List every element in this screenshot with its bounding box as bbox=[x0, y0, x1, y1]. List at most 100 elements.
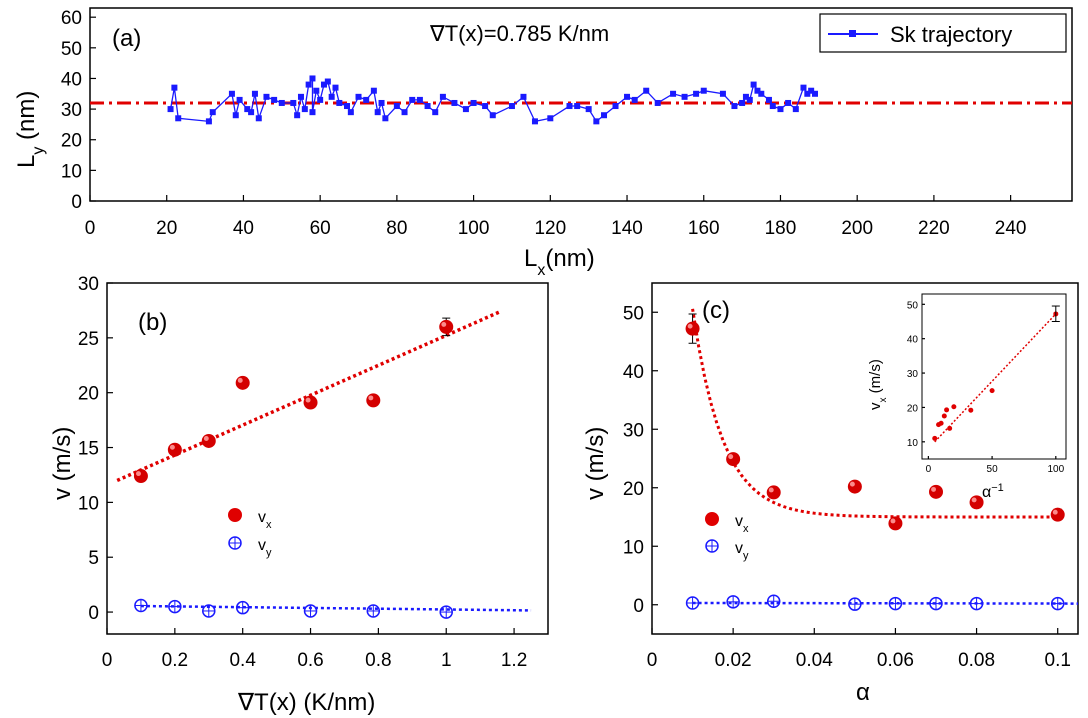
panel-b-y-tick-label: 25 bbox=[78, 329, 99, 350]
panel-b-legend-vy-sub: y bbox=[266, 547, 272, 559]
panel-b-vx-point-highlight bbox=[237, 377, 243, 383]
panel-b-x-tick-label: 1.2 bbox=[501, 650, 527, 671]
panel-c-fits bbox=[691, 308, 1079, 605]
panel-a-ylabel-sub: y bbox=[30, 147, 47, 155]
panel-a-trajectory-point bbox=[742, 93, 749, 100]
panel-c-y-tick-label: 20 bbox=[623, 479, 644, 500]
panel-a-trajectory-point bbox=[393, 103, 400, 110]
panel-b-vy-point bbox=[235, 600, 250, 615]
panel-a-trajectory-point bbox=[800, 84, 807, 91]
panel-a-trajectory-point bbox=[731, 103, 738, 110]
inset-point bbox=[989, 388, 995, 394]
panel-c-vx-point bbox=[847, 479, 862, 494]
panel-a-trajectory-point bbox=[601, 112, 608, 119]
panel-a-trajectory-point bbox=[347, 109, 354, 116]
panel-a-x-tick-label: 60 bbox=[310, 218, 331, 239]
panel-a-trajectory-point bbox=[508, 103, 515, 110]
panel-a-trajectory-point bbox=[332, 84, 339, 91]
inset-point bbox=[936, 422, 942, 428]
inset-y-tick-label: 50 bbox=[907, 300, 919, 311]
panel-b-x-tick-label: 0.2 bbox=[162, 650, 188, 671]
inset-x-tick-label: 50 bbox=[987, 464, 999, 475]
panel-a-trajectory-point bbox=[290, 99, 297, 106]
panel-a-x-tick-label: 80 bbox=[386, 218, 407, 239]
panel-a-trajectory-point bbox=[205, 118, 212, 125]
panel-c-vx-point-highlight bbox=[971, 497, 977, 503]
panel-a-trajectory-point bbox=[750, 81, 757, 88]
inset-y-tick-label: 10 bbox=[907, 438, 919, 449]
inset-fit bbox=[934, 313, 1057, 443]
inset-point bbox=[941, 413, 947, 419]
panel-c-frame bbox=[651, 282, 1079, 635]
panel-a-trajectory-point bbox=[811, 90, 818, 97]
panel-b-vx-point-highlight bbox=[136, 471, 141, 477]
inset-point bbox=[951, 404, 957, 410]
panel-c-vy-fit-line bbox=[692, 601, 1079, 605]
panel-a-trajectory-point bbox=[294, 112, 301, 119]
panel-c-vx-fit-curve bbox=[691, 308, 1058, 519]
panel-a-trajectory-point bbox=[167, 106, 174, 113]
panel-c-x-tick-label: 0.08 bbox=[958, 650, 995, 671]
panel-a-trajectory-point bbox=[328, 93, 335, 100]
panel-b-series bbox=[133, 317, 454, 619]
panel-a-y-tick-label: 10 bbox=[61, 161, 82, 182]
panel-a-x-tick-label: 120 bbox=[534, 218, 566, 239]
panel-a-trajectory-point bbox=[336, 99, 343, 106]
panel-a-trajectory-point bbox=[344, 103, 351, 110]
panel-a-trajectory-point bbox=[248, 109, 255, 116]
panel-a-x-tick-label: 200 bbox=[841, 218, 873, 239]
panel-c-vx-point-highlight bbox=[931, 486, 936, 492]
panel-a-trajectory-point bbox=[739, 99, 746, 106]
panel-a-trajectory-point bbox=[175, 115, 182, 122]
panel-a-trajectory-point bbox=[324, 78, 331, 85]
panel-a-trajectory-point bbox=[378, 99, 385, 106]
panel-a-trajectory-point bbox=[520, 93, 527, 100]
panel-a-x-tick-label: 180 bbox=[765, 218, 797, 239]
panel-a-trajectory-point bbox=[355, 93, 362, 100]
panel-c-vx-point bbox=[766, 485, 781, 500]
panel-c-legend-vx-main: v bbox=[735, 513, 743, 530]
panel-a-x-tick-label: 220 bbox=[918, 218, 950, 239]
panel-c-vy-point bbox=[726, 595, 740, 609]
panel-a-trajectory-point bbox=[301, 106, 308, 113]
panel-a-y-tick-label: 20 bbox=[61, 131, 82, 152]
panel-a-trajectory-point bbox=[255, 115, 262, 122]
panel-a-x-tick-label: 240 bbox=[995, 218, 1027, 239]
panel-b-vy-point bbox=[366, 604, 381, 618]
inset-y-tick-label: 40 bbox=[907, 335, 919, 346]
panel-b-y-tick-label: 5 bbox=[88, 548, 99, 569]
panel-c-legend: vx vy bbox=[705, 512, 749, 562]
panel-a-x-tick-label: 160 bbox=[688, 218, 720, 239]
panel-c-vx-point-body bbox=[1050, 507, 1065, 522]
panel-c-vx-point-highlight bbox=[849, 481, 855, 487]
panel-a-trajectory-point bbox=[719, 90, 726, 97]
panel-b-fits bbox=[116, 309, 532, 612]
inset-xlabel: α−1 bbox=[982, 482, 1004, 501]
panel-b-vx-point bbox=[167, 442, 182, 457]
panel-a-trajectory-point bbox=[643, 87, 650, 94]
panel-a-trajectory-point bbox=[531, 118, 538, 125]
panel-a-trajectory-point bbox=[251, 90, 258, 97]
panel-b-x-tick-label: 1 bbox=[441, 650, 452, 671]
panel-c-legend-vy-sub: y bbox=[743, 550, 749, 562]
panel-a-trajectory-point bbox=[451, 99, 458, 106]
panel-b-vx-point bbox=[201, 433, 216, 448]
panel-a-y-tick-label: 30 bbox=[61, 100, 82, 121]
panel-a-trajectory-point bbox=[681, 93, 688, 100]
panel-a-trajectory-point bbox=[439, 93, 446, 100]
inset-ylabel: vx (m/s) bbox=[867, 359, 889, 410]
panel-a-ylabel-main: L bbox=[13, 155, 40, 168]
panel-a-trajectory-point bbox=[263, 93, 270, 100]
panel-c-ticks: 0 0.02 0.04 0.06 0.08 0.1 0 10 20 30 40 50 bbox=[623, 303, 1071, 671]
panel-c-vx-point-highlight bbox=[687, 323, 693, 329]
panel-b-vx-point-body bbox=[235, 375, 250, 390]
panel-b-vx-point-highlight bbox=[305, 397, 311, 403]
panel-b-vx-point-body bbox=[303, 395, 318, 410]
panel-a-ylabel-unit: (nm) bbox=[13, 91, 40, 147]
panel-c-vx-point-body bbox=[847, 479, 862, 494]
panel-b-vx-point-body bbox=[439, 319, 454, 334]
inset-ticks: 0 50 100 10 20 30 40 50 bbox=[907, 300, 1065, 475]
panel-a-trajectory-point bbox=[424, 103, 431, 110]
